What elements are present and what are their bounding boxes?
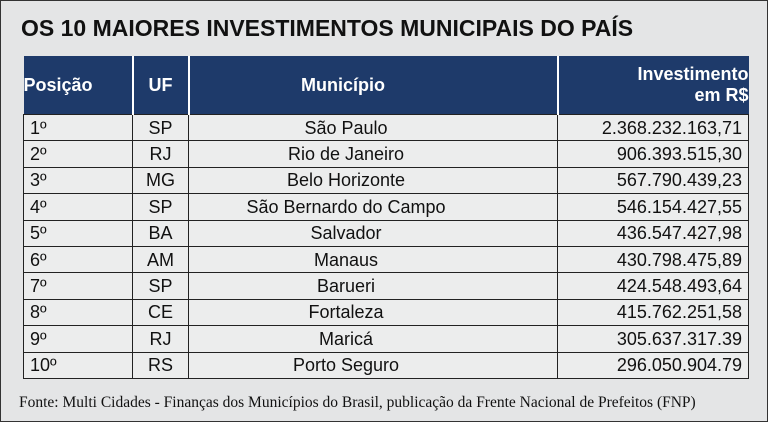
table-row: 4º SP São Bernardo do Campo 546.154.427,55 [23,193,749,221]
table-cell: 3º [23,166,133,195]
table-cell: RJ [132,140,189,168]
table-cell: 10º [23,351,133,379]
table-cell: 424.548.493,64 [557,272,749,300]
table-body: 1º SP São Paulo 2.368.232.163,71 2º RJ Rio de … [23,113,749,379]
table-cell: São Paulo [188,113,558,142]
table-cell: 8º [23,298,133,327]
table-cell: 9º [23,325,133,353]
header-cell: Investimento em R$ [556,56,749,115]
table-cell: 2º [23,140,133,168]
table-cell: Fortaleza [188,298,558,327]
header-text: Município [301,74,385,95]
table-cell: Salvador [188,219,558,247]
table-cell: 567.790.439,23 [557,166,749,195]
header-text: Posição [23,74,93,95]
table-cell: 5º [23,219,133,247]
table-cell: BA [132,219,189,247]
table-cell: 436.547.427,98 [557,219,749,247]
table-cell: 4º [23,193,133,221]
table-cell: RS [132,351,189,379]
table-cell: MG [132,166,189,195]
table-cell: 1º [23,113,133,142]
table-row: 9º RJ Maricá 305.637.317.39 [23,325,749,353]
table-cell: 906.393.515,30 [557,140,749,168]
header-cell: Município [187,56,558,115]
table-cell: Manaus [188,245,558,274]
table-cell: 430.798.475,89 [557,245,749,274]
table-cell: RJ [132,325,189,353]
table-row: 5º BA Salvador 436.547.427,98 [23,219,749,247]
table-row: 10º RS Porto Seguro 296.050.904.79 [23,351,749,379]
header-text: Investimento em R$ [637,64,749,105]
table-cell: Maricá [188,325,558,353]
table-row: 2º RJ Rio de Janeiro 906.393.515,30 [23,140,749,168]
table-cell: 415.762.251,58 [557,298,749,327]
table-cell: SP [132,193,189,221]
header-cell: UF [131,56,189,115]
table-row: 6º AM Manaus 430.798.475,89 [23,245,749,274]
table-cell: 2.368.232.163,71 [557,113,749,142]
table-cell: 305.637.317.39 [557,325,749,353]
table-row: 7º SP Barueri 424.548.493,64 [23,272,749,300]
header-row: Posição UF Município Investimento em R$ [23,56,749,115]
table-cell: SP [132,113,189,142]
table-cell: Porto Seguro [188,351,558,379]
table-cell: São Bernardo do Campo [188,193,558,221]
title: OS 10 MAIORES INVESTIMENTOS MUNICIPAIS D… [21,15,634,41]
table-cell: 7º [23,272,133,300]
table-cell: Barueri [188,272,558,300]
table-cell: 546.154.427,55 [557,193,749,221]
table: Posição UF Município Investimento em R$ 1º S… [23,56,749,379]
table-row: 8º CE Fortaleza 415.762.251,58 [23,298,749,327]
table-cell: Belo Horizonte [188,166,558,195]
header-cell: Posição [23,56,133,115]
table-cell: CE [132,298,189,327]
table-cell: Rio de Janeiro [188,140,558,168]
table-cell: 6º [23,245,133,274]
table-row: 3º MG Belo Horizonte 567.790.439,23 [23,166,749,195]
table-cell: AM [132,245,189,274]
source-note: Fonte: Multi Cidades - Finanças dos Muni… [19,394,696,411]
header-text: UF [148,74,173,95]
table-row: 1º SP São Paulo 2.368.232.163,71 [23,113,749,142]
table-cell: 296.050.904.79 [557,351,749,379]
table-cell: SP [132,272,189,300]
